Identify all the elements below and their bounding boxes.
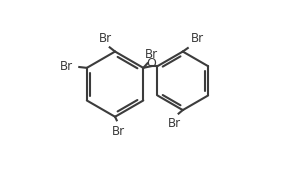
Text: Br: Br xyxy=(112,125,125,139)
Text: Br: Br xyxy=(99,31,112,45)
Text: O: O xyxy=(146,57,156,70)
Text: Br: Br xyxy=(145,48,158,61)
Text: Br: Br xyxy=(191,32,204,45)
Text: Br: Br xyxy=(168,117,181,130)
Text: Br: Br xyxy=(59,60,72,73)
